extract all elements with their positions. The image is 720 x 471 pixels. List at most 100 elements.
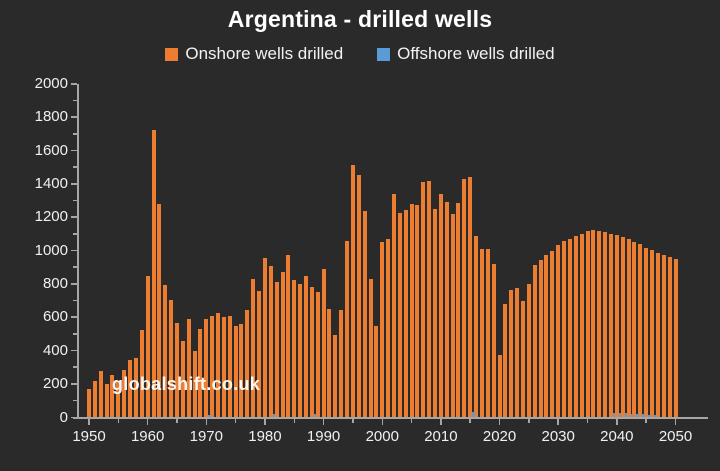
bar-onshore-1990 — [321, 268, 326, 417]
y-tick-label-200: 200 — [42, 375, 68, 393]
bar-onshore-1998 — [368, 278, 373, 417]
y-tick-label-1000: 1000 — [34, 241, 68, 259]
x-tick-2020 — [498, 419, 501, 425]
bar-onshore-1975 — [233, 326, 238, 417]
bar-onshore-1954 — [110, 375, 115, 417]
bar-onshore-1973 — [221, 316, 226, 417]
bar-offshore-2039 — [612, 412, 616, 417]
bar-offshore-2042 — [630, 413, 634, 417]
bar-onshore-1977 — [245, 310, 250, 417]
x-tick-1960 — [146, 419, 149, 425]
y-tick-1400 — [71, 183, 77, 185]
y-tick-label-1600: 1600 — [34, 141, 68, 159]
x-tick-1985 — [293, 419, 296, 423]
x-tick-2005 — [410, 419, 413, 423]
y-tick-1500 — [73, 166, 77, 168]
bar-onshore-1978 — [251, 278, 256, 417]
bar-onshore-1996 — [356, 175, 361, 417]
bar-onshore-2028 — [544, 255, 549, 417]
legend-label-onshore: Onshore wells drilled — [185, 44, 344, 63]
bar-onshore-1985 — [292, 280, 297, 417]
bar-onshore-1983 — [280, 271, 285, 417]
bar-onshore-1976 — [239, 324, 244, 417]
bar-onshore-1988 — [309, 286, 314, 417]
y-tick-label-400: 400 — [42, 341, 68, 359]
bar-onshore-2040 — [614, 235, 619, 417]
bar-onshore-1986 — [298, 283, 303, 417]
bar-onshore-1984 — [286, 255, 291, 417]
bar-onshore-2013 — [456, 202, 461, 417]
bar-onshore-1961 — [151, 130, 156, 417]
bar-onshore-2002 — [391, 194, 396, 417]
bar-onshore-2033 — [573, 236, 578, 417]
bar-onshore-2021 — [503, 303, 508, 417]
chart-title: Argentina - drilled wells — [227, 6, 493, 32]
y-tick-900 — [73, 266, 77, 268]
bar-onshore-2019 — [491, 263, 496, 417]
x-tick-2025 — [528, 419, 530, 423]
bar-onshore-2048 — [661, 255, 666, 417]
bar-onshore-1963 — [163, 285, 168, 417]
bar-onshore-1999 — [374, 326, 379, 417]
y-tick-0 — [71, 416, 77, 418]
bar-onshore-2039 — [608, 233, 613, 417]
bar-onshore-1957 — [128, 360, 133, 417]
bar-onshore-2027 — [538, 260, 543, 417]
bar-onshore-2018 — [485, 249, 490, 417]
bar-offshore-1988 — [313, 413, 317, 417]
y-tick-label-1200: 1200 — [34, 208, 68, 226]
bar-onshore-2023 — [515, 287, 520, 417]
bar-onshore-2007 — [421, 181, 426, 417]
x-tick-2030 — [557, 419, 559, 425]
x-tick-2015 — [469, 419, 471, 423]
bar-onshore-2017 — [479, 248, 484, 417]
bar-onshore-2032 — [567, 238, 572, 417]
x-tick-1970 — [205, 419, 208, 425]
bar-onshore-2016 — [474, 236, 479, 417]
x-tick-1990 — [322, 419, 325, 425]
x-tick-2045 — [645, 419, 647, 423]
bar-onshore-1979 — [257, 291, 262, 417]
bar-onshore-1980 — [262, 257, 267, 417]
bar-offshore-2040 — [618, 412, 622, 417]
bar-onshore-2029 — [550, 251, 555, 417]
x-tick-label-2020: 2020 — [482, 428, 517, 445]
x-tick-label-2010: 2010 — [424, 428, 458, 445]
y-tick-label-1800: 1800 — [34, 108, 68, 126]
bar-offshore-1981 — [272, 414, 276, 417]
bar-onshore-2003 — [397, 212, 402, 417]
onshore-swatch-icon — [165, 47, 179, 61]
x-tick-label-1950: 1950 — [72, 428, 106, 445]
x-tick-2040 — [616, 419, 618, 425]
bar-onshore-2011 — [444, 201, 449, 417]
x-tick-1975 — [234, 419, 237, 423]
bar-onshore-2026 — [532, 265, 537, 417]
y-tick-500 — [73, 333, 77, 335]
x-tick-2000 — [381, 419, 383, 425]
bar-onshore-1962 — [157, 203, 162, 417]
x-axis-line — [73, 417, 708, 419]
bar-onshore-2006 — [415, 205, 420, 417]
y-tick-1000 — [71, 249, 77, 252]
y-tick-1200 — [71, 216, 77, 218]
bar-onshore-2004 — [403, 210, 408, 417]
bar-offshore-2041 — [624, 413, 628, 417]
y-tick-1900 — [73, 99, 77, 102]
y-tick-600 — [71, 316, 77, 318]
y-tick-800 — [71, 283, 77, 285]
legend: Onshore wells drilled Offshore wells dri… — [0, 44, 720, 64]
bar-onshore-2022 — [509, 290, 514, 417]
bar-onshore-2036 — [591, 230, 596, 417]
x-tick-label-1960: 1960 — [130, 428, 165, 445]
x-tick-1955 — [117, 419, 120, 423]
bar-offshore-2046 — [654, 414, 657, 417]
bar-onshore-2010 — [438, 193, 443, 417]
bar-onshore-1995 — [350, 165, 355, 417]
bar-onshore-2050 — [673, 259, 678, 417]
bar-onshore-2000 — [380, 241, 385, 417]
bar-onshore-1981 — [268, 266, 273, 417]
bar-onshore-2045 — [644, 247, 649, 417]
bar-onshore-2020 — [497, 355, 502, 417]
bar-offshore-2045 — [648, 414, 651, 417]
